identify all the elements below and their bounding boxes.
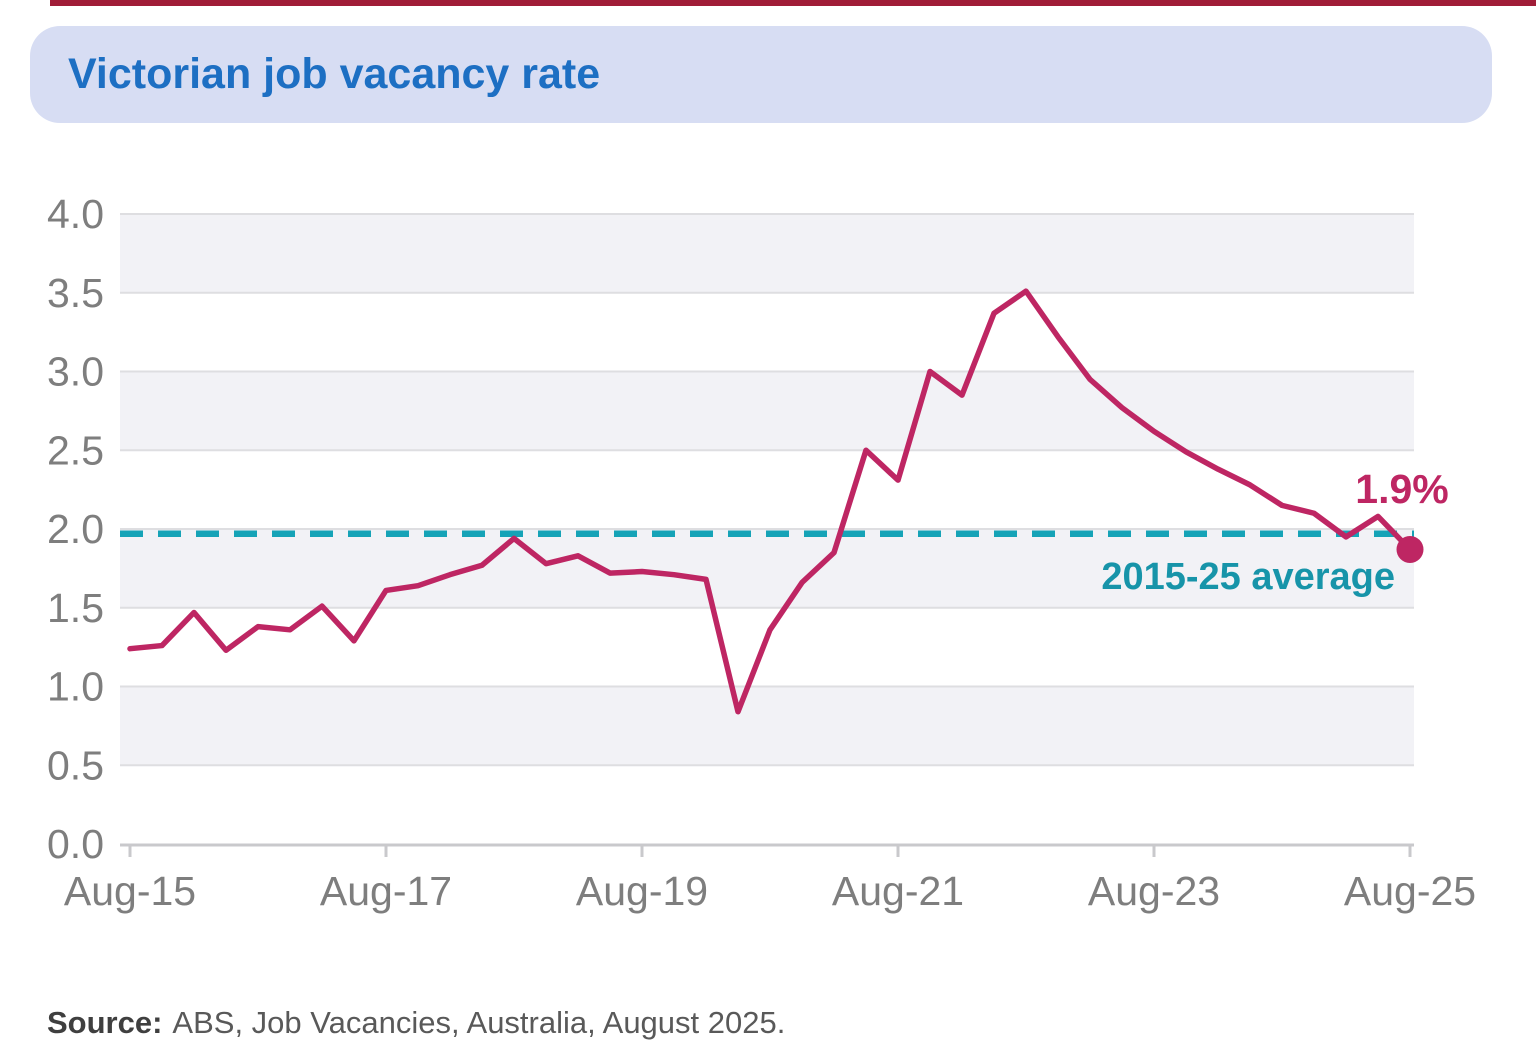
source-label: Source:	[47, 1005, 163, 1040]
y-tick-label: 4.0	[47, 191, 104, 237]
x-tick-label: Aug-17	[320, 868, 452, 914]
plot-band	[120, 214, 1414, 293]
plot-band	[120, 529, 1414, 608]
y-tick-label: 2.5	[47, 427, 104, 473]
plot-band	[120, 686, 1414, 766]
average-line-label: 2015-25 average	[1101, 556, 1395, 598]
page-title: Victorian job vacancy rate	[68, 50, 601, 98]
source-text: ABS, Job Vacancies, Australia, August 20…	[172, 1005, 786, 1040]
y-tick-label: 1.0	[47, 664, 104, 710]
y-tick-label: 3.0	[47, 349, 104, 395]
end-point-marker	[1396, 535, 1424, 563]
y-tick-label: 0.0	[47, 821, 104, 867]
y-tick-label: 0.5	[47, 742, 104, 788]
source-note: Source: ABS, Job Vacancies, Australia, Au…	[47, 1005, 785, 1041]
x-tick-label: Aug-23	[1088, 868, 1220, 914]
y-tick-label: 2.0	[47, 506, 104, 552]
x-tick-label: Aug-25	[1344, 868, 1476, 914]
title-banner: Victorian job vacancy rate	[30, 26, 1492, 123]
y-tick-label: 3.5	[47, 270, 104, 316]
x-tick-label: Aug-21	[832, 868, 964, 914]
x-tick-label: Aug-19	[576, 868, 708, 914]
vacancy-rate-line	[127, 288, 1413, 715]
y-tick-label: 1.5	[47, 585, 104, 631]
top-edge-strip	[50, 0, 1536, 6]
plot-band	[120, 371, 1414, 451]
x-tick-label: Aug-15	[64, 868, 196, 914]
last-value-label: 1.9%	[1355, 466, 1449, 512]
